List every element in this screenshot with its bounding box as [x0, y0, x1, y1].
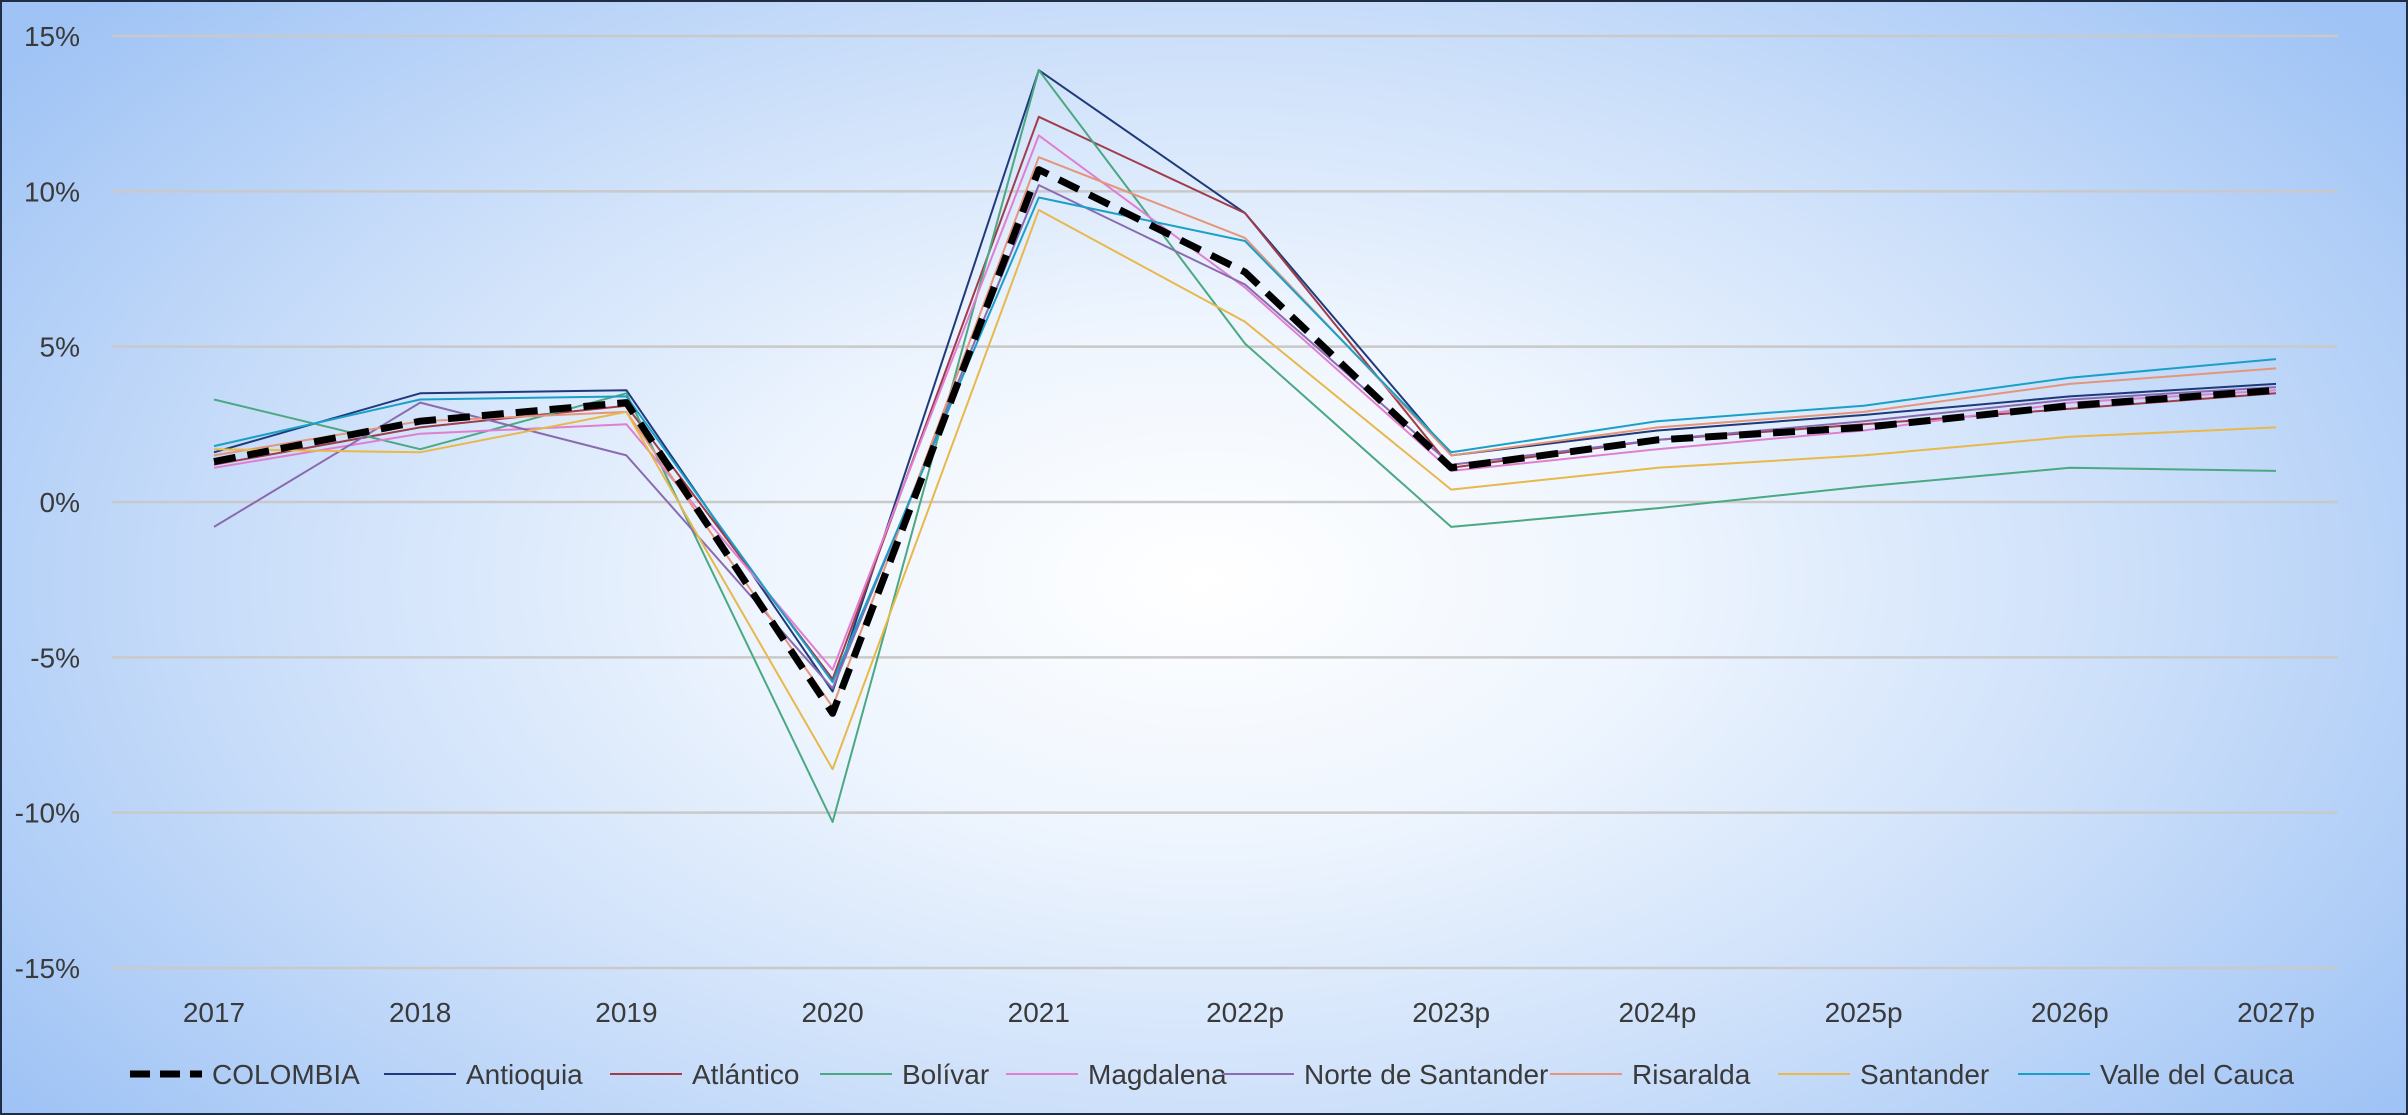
y-tick-label: 15%: [24, 21, 80, 52]
legend-label-valle-del-cauca: Valle del Cauca: [2100, 1059, 2294, 1090]
x-tick-label: 2026p: [2031, 997, 2109, 1028]
legend-label-atlantico: Atlántico: [692, 1059, 799, 1090]
series-line-colombia: [213, 166, 2277, 717]
gridlines: [112, 34, 2338, 970]
x-tick-label: 2025p: [1825, 997, 1903, 1028]
series-lines: [213, 69, 2277, 823]
y-tick-label: -15%: [15, 953, 80, 984]
x-tick-label: 2024p: [1618, 997, 1696, 1028]
x-tick-label: 2018: [389, 997, 451, 1028]
y-tick-label: -5%: [30, 642, 80, 673]
x-tick-label: 2017: [183, 997, 245, 1028]
legend: COLOMBIA Antioquia Atlántico Bolívar Magdale…: [130, 1059, 2294, 1090]
legend-label-norte-de-santander: Norte de Santander: [1304, 1059, 1548, 1090]
legend-label-bolivar: Bolívar: [902, 1059, 989, 1090]
legend-label-colombia: COLOMBIA: [212, 1059, 360, 1090]
x-tick-label: 2021: [1008, 997, 1070, 1028]
legend-label-santander: Santander: [1860, 1059, 1989, 1090]
y-axis-tick-labels: 15% 10% 5% 0% -5% -10% -15%: [15, 21, 80, 984]
x-axis-tick-labels: 2017 2018 2019 2020 2021 2022p 2023p 2024p 2025p…: [183, 997, 2315, 1028]
series-line-valle-del-cauca: [213, 196, 2277, 684]
y-tick-label: 0%: [40, 487, 80, 518]
y-tick-label: 5%: [40, 332, 80, 363]
y-tick-label: -10%: [15, 798, 80, 829]
x-tick-label: 2022p: [1206, 997, 1284, 1028]
x-tick-label: 2027p: [2237, 997, 2315, 1028]
x-tick-label: 2020: [801, 997, 863, 1028]
series-line-santander: [213, 209, 2277, 771]
legend-label-magdalena: Magdalena: [1088, 1059, 1227, 1090]
series-line-norte-de-santander: [213, 184, 2277, 690]
series-line-magdalena: [213, 134, 2277, 671]
y-tick-label: 10%: [24, 176, 80, 207]
legend-label-risaralda: Risaralda: [1632, 1059, 1751, 1090]
x-tick-label: 2019: [595, 997, 657, 1028]
legend-label-antioquia: Antioquia: [466, 1059, 583, 1090]
series-line-antioquia: [213, 69, 2277, 693]
x-tick-label: 2023p: [1412, 997, 1490, 1028]
series-line-risaralda: [213, 156, 2277, 708]
